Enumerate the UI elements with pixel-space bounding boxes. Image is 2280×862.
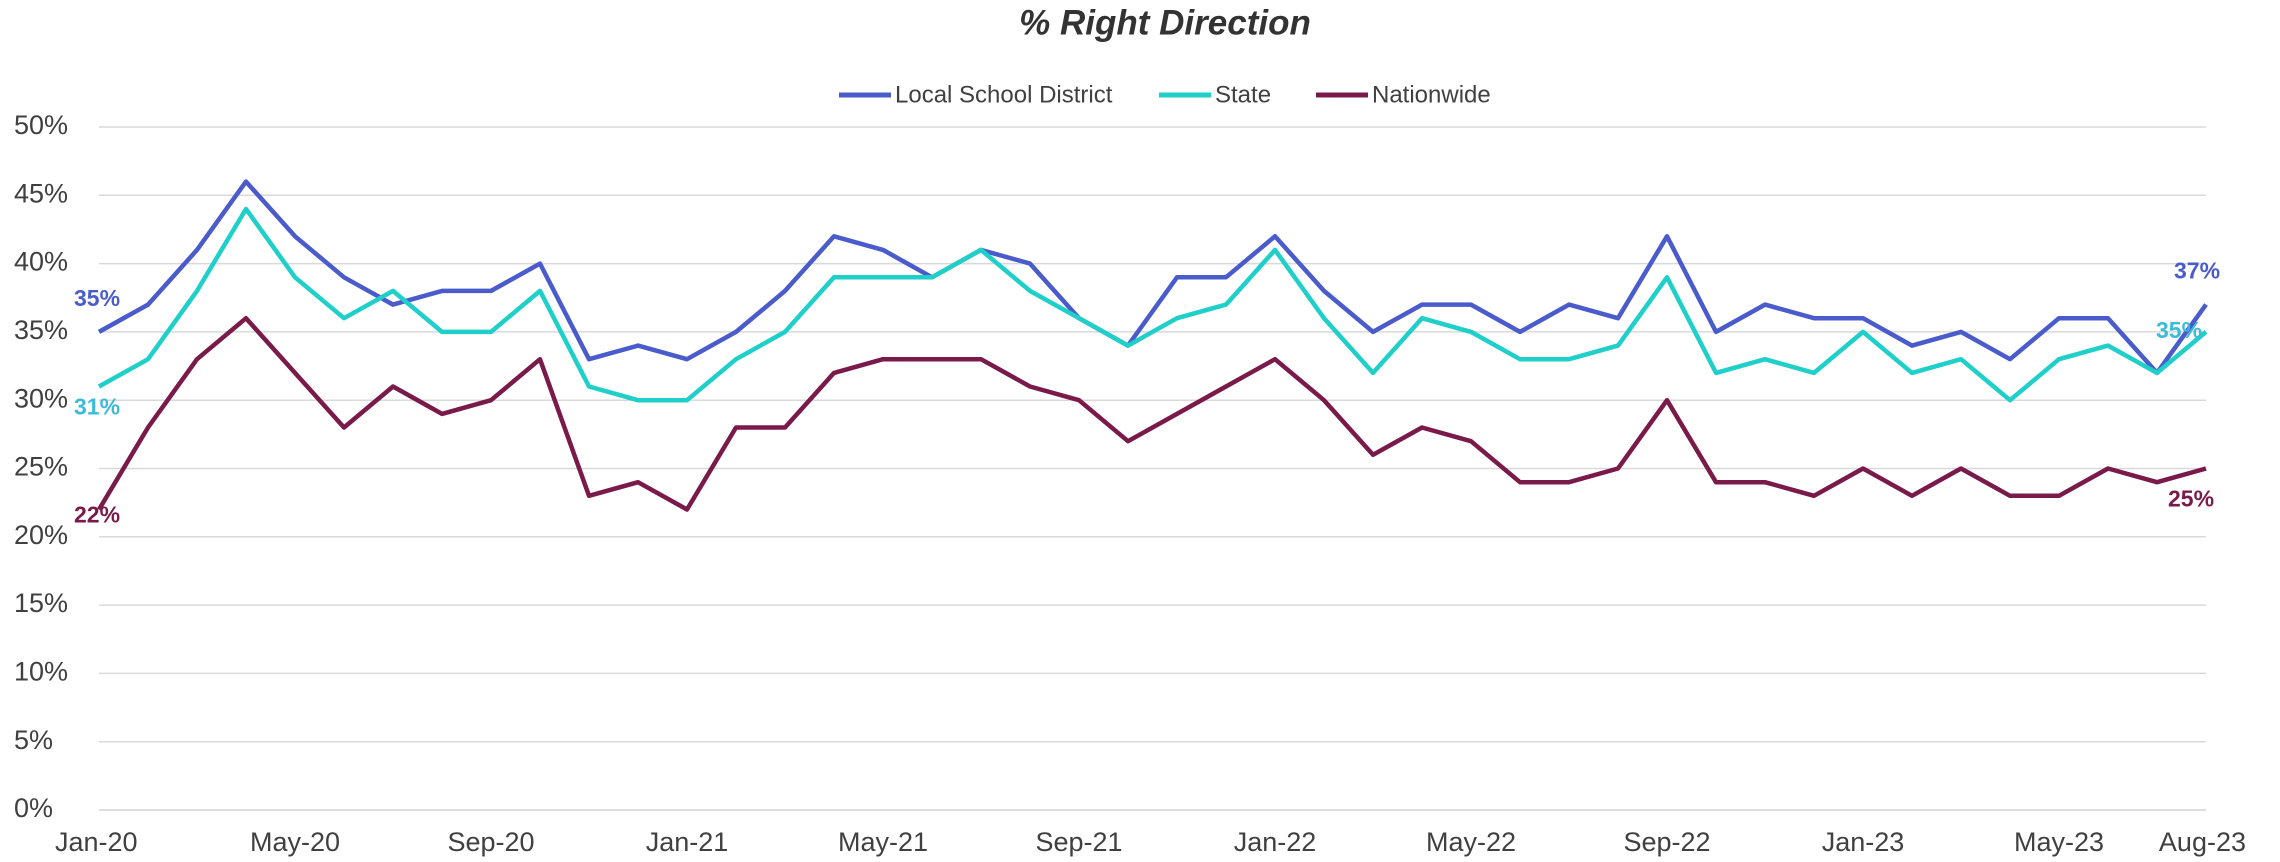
y-tick-label: 40%	[14, 247, 68, 277]
x-tick-label: May-22	[1426, 827, 1516, 857]
y-tick-label: 10%	[14, 657, 68, 687]
y-tick-label: 15%	[14, 588, 68, 618]
x-tick-label: Aug-23	[2159, 827, 2246, 857]
x-tick-label: Jan-23	[1822, 827, 1905, 857]
x-tick-label: May-23	[2014, 827, 2104, 857]
chart-title: % Right Direction	[1019, 3, 1311, 42]
x-tick-label: Jan-20	[55, 827, 138, 857]
legend-label: Nationwide	[1372, 81, 1491, 108]
data-label: 35%	[74, 285, 120, 311]
y-tick-label: 45%	[14, 178, 68, 208]
x-tick-label: Sep-22	[1623, 827, 1710, 857]
data-label: 31%	[74, 394, 120, 420]
series-line	[97, 179, 2208, 376]
series-line	[97, 206, 2208, 403]
y-tick-label: 20%	[14, 520, 68, 550]
y-tick-label: 50%	[14, 110, 68, 140]
y-tick-label: 0%	[14, 793, 53, 823]
y-tick-label: 35%	[14, 315, 68, 345]
x-tick-label: Sep-20	[447, 827, 534, 857]
legend-label: Local School District	[895, 81, 1113, 108]
data-label: 37%	[2174, 258, 2220, 284]
legend-label: State	[1215, 81, 1271, 108]
data-label: 35%	[2156, 317, 2202, 343]
x-tick-label: Jan-21	[646, 827, 729, 857]
x-tick-label: May-21	[838, 827, 928, 857]
data-label: 22%	[74, 502, 120, 528]
x-tick-label: Sep-21	[1035, 827, 1122, 857]
data-label: 25%	[2168, 486, 2214, 512]
series-line	[97, 315, 2207, 512]
y-tick-label: 5%	[14, 725, 53, 755]
x-tick-label: Jan-22	[1234, 827, 1317, 857]
y-tick-label: 30%	[14, 383, 68, 413]
x-tick-label: May-20	[250, 827, 340, 857]
y-tick-label: 25%	[14, 452, 68, 482]
